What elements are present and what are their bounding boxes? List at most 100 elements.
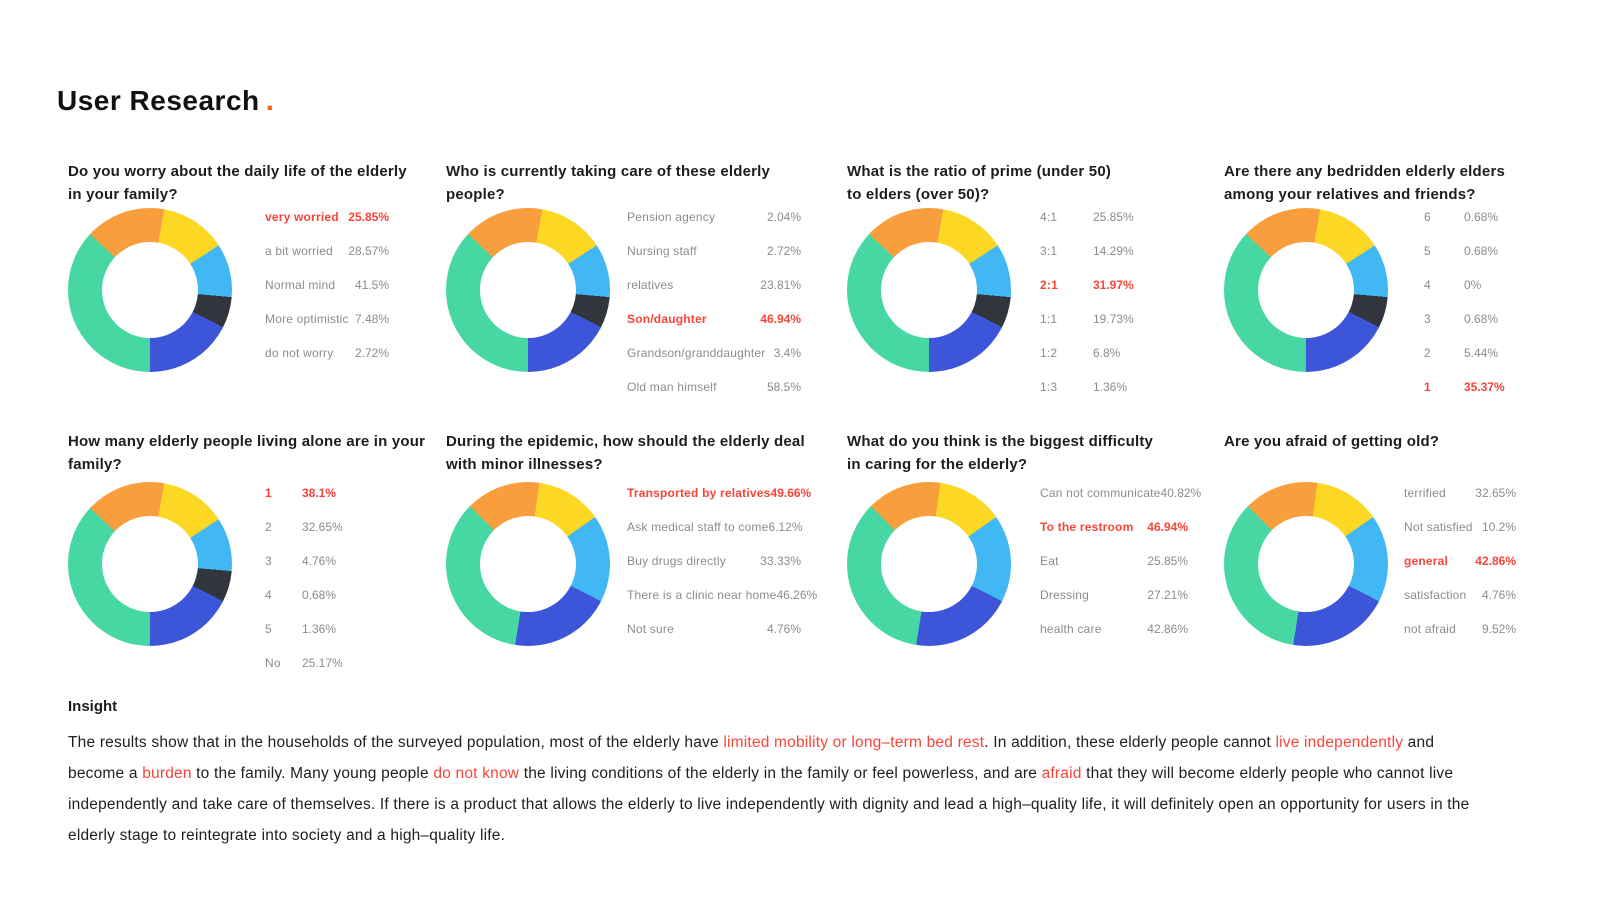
- legend-label: Eat: [1040, 554, 1059, 568]
- page-title: User Research.: [57, 84, 274, 118]
- legend-label: 2:1: [1040, 278, 1058, 292]
- donut-hole: [102, 242, 198, 338]
- legend-row: a bit worried 28.57%: [265, 234, 389, 268]
- insight-highlight: live independently: [1275, 734, 1404, 751]
- insight-paragraph: The results show that in the households …: [68, 727, 1488, 851]
- legend-label: terrified: [1404, 486, 1446, 500]
- legend-value: 1.36%: [1093, 380, 1128, 394]
- legend-label: 1:2: [1040, 346, 1058, 360]
- title-accent-dot: .: [265, 84, 275, 117]
- legend-row: 1:3 1.36%: [1040, 370, 1152, 404]
- legend-row: 4 0%: [1424, 268, 1536, 302]
- legend-value: 42.86%: [1147, 622, 1188, 636]
- donut-chart: [1224, 482, 1388, 646]
- donut-chart: [446, 208, 610, 372]
- legend-label: not afraid: [1404, 622, 1457, 636]
- legend-label: To the restroom: [1040, 520, 1134, 534]
- legend-row: Dressing 27.21%: [1040, 578, 1188, 612]
- legend-row: More optimistic 7.48%: [265, 302, 389, 336]
- legend-value: 40.82%: [1160, 486, 1202, 500]
- legend-row: 3:1 14.29%: [1040, 234, 1152, 268]
- legend-label: Not satisfied: [1404, 520, 1473, 534]
- chart-question: Who is currently taking care of these el…: [446, 163, 771, 203]
- legend-row: Not satisfied 10.2%: [1404, 510, 1516, 544]
- chart-question: What do you think is the biggest difficu…: [847, 433, 1154, 473]
- legend-row: Ask medical staff to come 6.12%: [627, 510, 803, 544]
- donut-chart: [847, 482, 1011, 646]
- insight-text-run: The results show that in the households …: [68, 734, 724, 751]
- legend-row: 4:1 25.85%: [1040, 200, 1152, 234]
- legend-value: 41.5%: [354, 278, 389, 292]
- legend-label: 2: [265, 520, 272, 534]
- legend-value: 58.5%: [766, 380, 801, 394]
- legend-value: 28.57%: [348, 244, 389, 258]
- legend-value: 25.17%: [302, 656, 343, 670]
- chart-question: What is the ratio of prime (under 50) to…: [847, 163, 1112, 203]
- insight-text-run: and become a: [68, 734, 1435, 782]
- legend-label: Buy drugs directly: [627, 554, 726, 568]
- legend-row: To the restroom 46.94%: [1040, 510, 1188, 544]
- legend-value: 2.04%: [766, 210, 801, 224]
- legend-label: health care: [1040, 622, 1102, 636]
- legend-label: There is a clinic near home: [627, 588, 777, 602]
- chart-question: How many elderly people living alone are…: [68, 433, 426, 473]
- legend-row: 1 38.1%: [265, 476, 377, 510]
- legend-value: 33.33%: [760, 554, 801, 568]
- legend-label: 1:1: [1040, 312, 1058, 326]
- legend-row: Transported by relatives 49.66%: [627, 476, 811, 510]
- donut-hole: [1258, 516, 1354, 612]
- legend-row: 2 32.65%: [265, 510, 377, 544]
- legend-label: Ask medical staff to come: [627, 520, 769, 534]
- legend-value: 0.68%: [1464, 244, 1499, 258]
- legend-value: 2.72%: [766, 244, 801, 258]
- legend-row: health care 42.86%: [1040, 612, 1188, 646]
- legend-value: 1.36%: [302, 622, 337, 636]
- donut-chart: [446, 482, 610, 646]
- insight-highlight: afraid: [1041, 765, 1082, 782]
- legend-value: 0.68%: [302, 588, 337, 602]
- legend-label: 4:1: [1040, 210, 1058, 224]
- legend-row: Grandson/granddaughter 3.4%: [627, 336, 801, 370]
- insight-heading: Insight: [68, 698, 118, 715]
- chart-question: Are there any bedridden elderly elders a…: [1224, 163, 1506, 203]
- legend-row: terrified 32.65%: [1404, 476, 1516, 510]
- chart-legend: 1 38.1% 2 32.65% 3 4.76% 4 0.68% 5 1.36% No 25.17%: [265, 476, 377, 680]
- legend-row: 1:1 19.73%: [1040, 302, 1152, 336]
- legend-value: 35.37%: [1464, 380, 1505, 394]
- legend-row: do not worry 2.72%: [265, 336, 389, 370]
- donut-chart: [847, 208, 1011, 372]
- legend-label: Pension agency: [627, 210, 716, 224]
- insight-text-run: that they will become elderly people who…: [68, 765, 1470, 844]
- donut-chart: [68, 208, 232, 372]
- legend-row: general 42.86%: [1404, 544, 1516, 578]
- legend-value: 38.1%: [302, 486, 337, 500]
- donut-hole: [480, 242, 576, 338]
- donut-hole: [1258, 242, 1354, 338]
- legend-row: Normal mind 41.5%: [265, 268, 389, 302]
- chart-legend: 6 0.68% 5 0.68% 4 0% 3 0.68% 2 5.44% 1 35.37%: [1424, 200, 1536, 404]
- legend-row: Buy drugs directly 33.33%: [627, 544, 801, 578]
- legend-label: do not worry: [265, 346, 334, 360]
- survey-chart-card: What do you think is the biggest difficu…: [847, 430, 1227, 690]
- survey-chart-card: Who is currently taking care of these el…: [446, 160, 826, 420]
- legend-label: 1: [1424, 380, 1431, 394]
- survey-chart-card: What is the ratio of prime (under 50) to…: [847, 160, 1227, 420]
- legend-row: Nursing staff 2.72%: [627, 234, 801, 268]
- legend-label: 4: [265, 588, 272, 602]
- legend-value: 5.44%: [1464, 346, 1499, 360]
- chart-question: Are you afraid of getting old?: [1224, 433, 1440, 450]
- survey-chart-card: Do you worry about the daily life of the…: [68, 160, 448, 420]
- legend-value: 4.76%: [766, 622, 801, 636]
- legend-row: 6 0.68%: [1424, 200, 1536, 234]
- legend-value: 32.65%: [302, 520, 343, 534]
- legend-row: 2 5.44%: [1424, 336, 1536, 370]
- legend-value: 23.81%: [760, 278, 801, 292]
- legend-label: 2: [1424, 346, 1431, 360]
- legend-row: 1 35.37%: [1424, 370, 1536, 404]
- legend-row: Eat 25.85%: [1040, 544, 1188, 578]
- legend-label: 4: [1424, 278, 1431, 292]
- survey-chart-card: Are there any bedridden elderly elders a…: [1224, 160, 1600, 420]
- legend-value: 14.29%: [1093, 244, 1134, 258]
- legend-row: Old man himself 58.5%: [627, 370, 801, 404]
